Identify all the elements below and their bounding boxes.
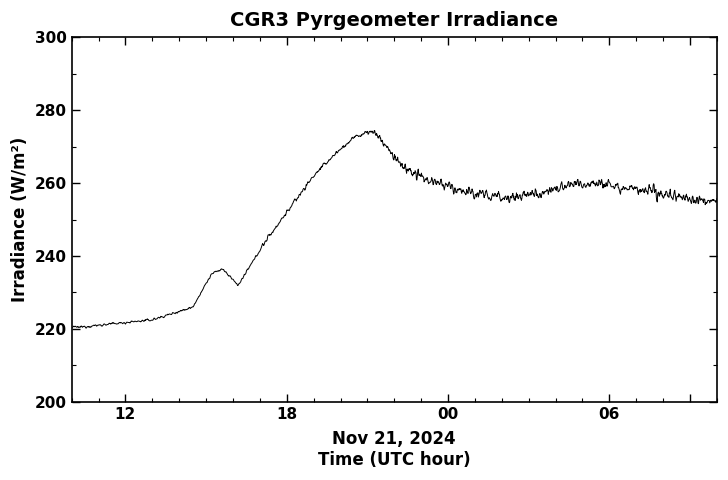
X-axis label: Nov 21, 2024
Time (UTC hour): Nov 21, 2024 Time (UTC hour) [318, 430, 470, 469]
Title: CGR3 Pyrgeometer Irradiance: CGR3 Pyrgeometer Irradiance [230, 11, 558, 30]
Y-axis label: Irradiance (W/m²): Irradiance (W/m²) [11, 137, 29, 302]
